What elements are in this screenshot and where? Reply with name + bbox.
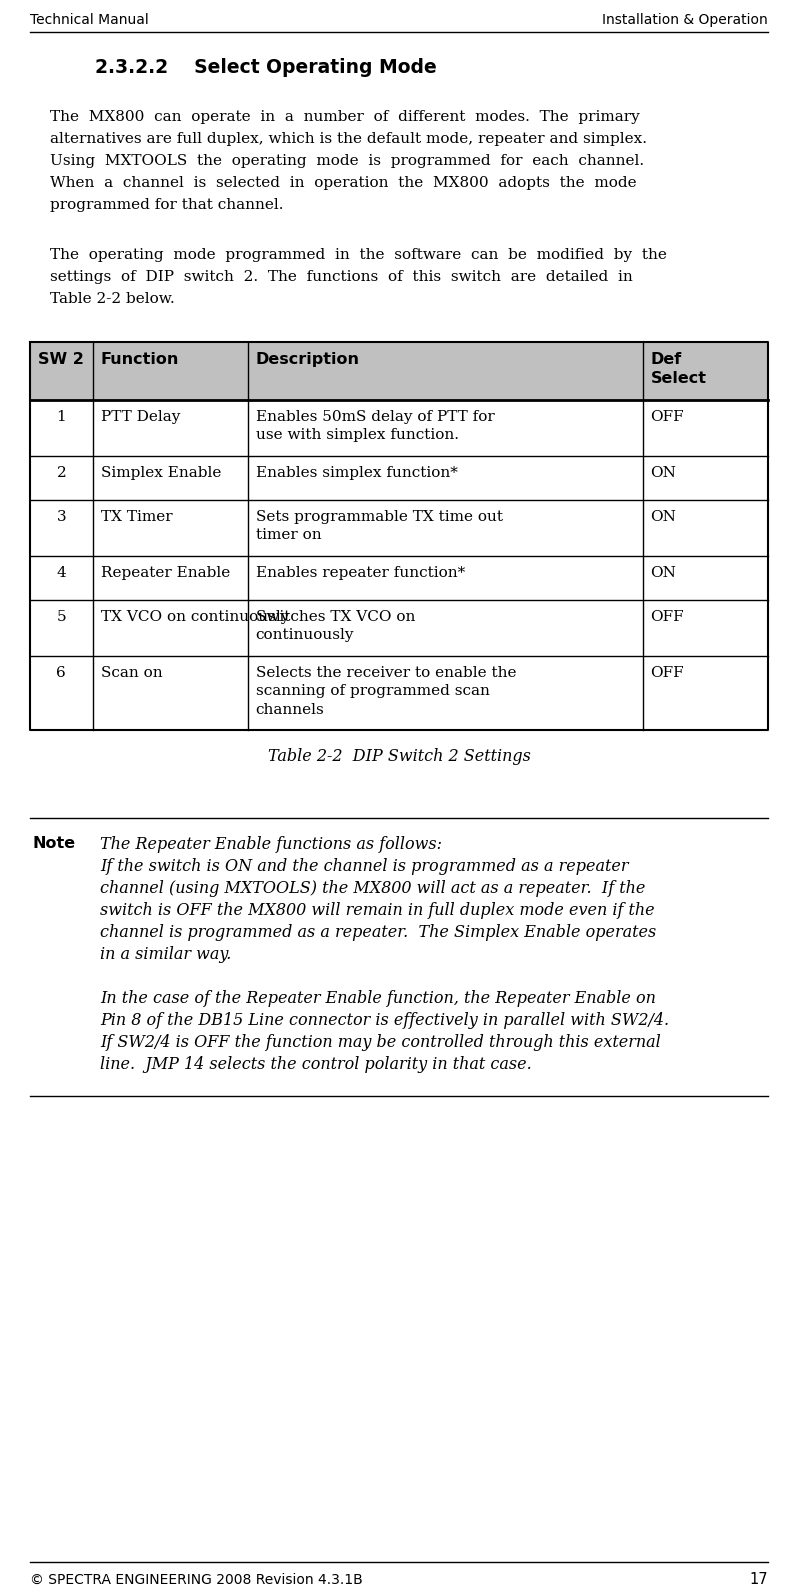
Text: switch is OFF the MX800 will remain in full duplex mode even if the: switch is OFF the MX800 will remain in f… bbox=[100, 902, 654, 919]
Text: PTT Delay: PTT Delay bbox=[101, 410, 180, 425]
Text: OFF: OFF bbox=[650, 610, 684, 624]
Text: Enables repeater function*: Enables repeater function* bbox=[255, 567, 465, 579]
Text: ON: ON bbox=[650, 466, 677, 480]
Text: in a similar way.: in a similar way. bbox=[100, 946, 231, 962]
Text: Technical Manual: Technical Manual bbox=[30, 13, 148, 27]
Text: 1: 1 bbox=[57, 410, 66, 425]
Text: If the switch is ON and the channel is programmed as a repeater: If the switch is ON and the channel is p… bbox=[100, 859, 629, 875]
Text: line.  JMP 14 selects the control polarity in that case.: line. JMP 14 selects the control polarit… bbox=[100, 1057, 531, 1073]
Text: Description: Description bbox=[255, 353, 360, 367]
Text: 4: 4 bbox=[57, 567, 66, 579]
Text: Table 2-2  DIP Switch 2 Settings: Table 2-2 DIP Switch 2 Settings bbox=[267, 749, 531, 764]
Bar bbox=[30, 500, 768, 555]
Text: The  operating  mode  programmed  in  the  software  can  be  modified  by  the: The operating mode programmed in the sof… bbox=[50, 247, 667, 262]
Text: Enables 50mS delay of PTT for
use with simplex function.: Enables 50mS delay of PTT for use with s… bbox=[255, 410, 495, 442]
Text: ON: ON bbox=[650, 567, 677, 579]
Text: channel (using MXTOOLS) the MX800 will act as a repeater.  If the: channel (using MXTOOLS) the MX800 will a… bbox=[100, 879, 646, 897]
Text: 5: 5 bbox=[57, 610, 66, 624]
Text: TX VCO on continuously: TX VCO on continuously bbox=[101, 610, 289, 624]
Text: © SPECTRA ENGINEERING 2008 Revision 4.3.1B: © SPECTRA ENGINEERING 2008 Revision 4.3.… bbox=[30, 1574, 363, 1586]
Bar bbox=[30, 456, 768, 500]
Text: When  a  channel  is  selected  in  operation  the  MX800  adopts  the  mode: When a channel is selected in operation … bbox=[50, 176, 637, 190]
Text: SW 2: SW 2 bbox=[38, 353, 84, 367]
Text: 17: 17 bbox=[749, 1572, 768, 1588]
Text: alternatives are full duplex, which is the default mode, repeater and simplex.: alternatives are full duplex, which is t… bbox=[50, 132, 647, 145]
Text: Def
Select: Def Select bbox=[650, 353, 706, 386]
Text: In the case of the Repeater Enable function, the Repeater Enable on: In the case of the Repeater Enable funct… bbox=[100, 990, 656, 1007]
Text: Selects the receiver to enable the
scanning of programmed scan
channels: Selects the receiver to enable the scann… bbox=[255, 666, 516, 717]
Text: The Repeater Enable functions as follows:: The Repeater Enable functions as follows… bbox=[100, 836, 442, 852]
Text: If SW2/4 is OFF the function may be controlled through this external: If SW2/4 is OFF the function may be cont… bbox=[100, 1034, 661, 1052]
Bar bbox=[30, 555, 768, 600]
Bar bbox=[30, 342, 768, 401]
Text: ON: ON bbox=[650, 511, 677, 523]
Text: Installation & Operation: Installation & Operation bbox=[602, 13, 768, 27]
Text: Repeater Enable: Repeater Enable bbox=[101, 567, 230, 579]
Text: Simplex Enable: Simplex Enable bbox=[101, 466, 221, 480]
Text: The  MX800  can  operate  in  a  number  of  different  modes.  The  primary: The MX800 can operate in a number of dif… bbox=[50, 110, 640, 124]
Text: TX Timer: TX Timer bbox=[101, 511, 172, 523]
Text: 2.3.2.2    Select Operating Mode: 2.3.2.2 Select Operating Mode bbox=[95, 57, 437, 77]
Text: 3: 3 bbox=[57, 511, 66, 523]
Text: Note: Note bbox=[32, 836, 75, 851]
Text: OFF: OFF bbox=[650, 666, 684, 680]
Text: channel is programmed as a repeater.  The Simplex Enable operates: channel is programmed as a repeater. The… bbox=[100, 924, 656, 942]
Text: Scan on: Scan on bbox=[101, 666, 162, 680]
Text: Table 2-2 below.: Table 2-2 below. bbox=[50, 292, 175, 306]
Text: Function: Function bbox=[101, 353, 179, 367]
Text: programmed for that channel.: programmed for that channel. bbox=[50, 198, 283, 212]
Text: Pin 8 of the DB15 Line connector is effectively in parallel with SW2/4.: Pin 8 of the DB15 Line connector is effe… bbox=[100, 1012, 670, 1029]
Text: OFF: OFF bbox=[650, 410, 684, 425]
Text: 2: 2 bbox=[57, 466, 66, 480]
Bar bbox=[30, 656, 768, 729]
Bar bbox=[30, 600, 768, 656]
Text: settings  of  DIP  switch  2.  The  functions  of  this  switch  are  detailed  : settings of DIP switch 2. The functions … bbox=[50, 270, 633, 284]
Text: Enables simplex function*: Enables simplex function* bbox=[255, 466, 457, 480]
Bar bbox=[30, 401, 768, 456]
Text: Switches TX VCO on
continuously: Switches TX VCO on continuously bbox=[255, 610, 415, 643]
Text: Using  MXTOOLS  the  operating  mode  is  programmed  for  each  channel.: Using MXTOOLS the operating mode is prog… bbox=[50, 153, 644, 168]
Text: 6: 6 bbox=[57, 666, 66, 680]
Text: Sets programmable TX time out
timer on: Sets programmable TX time out timer on bbox=[255, 511, 503, 543]
